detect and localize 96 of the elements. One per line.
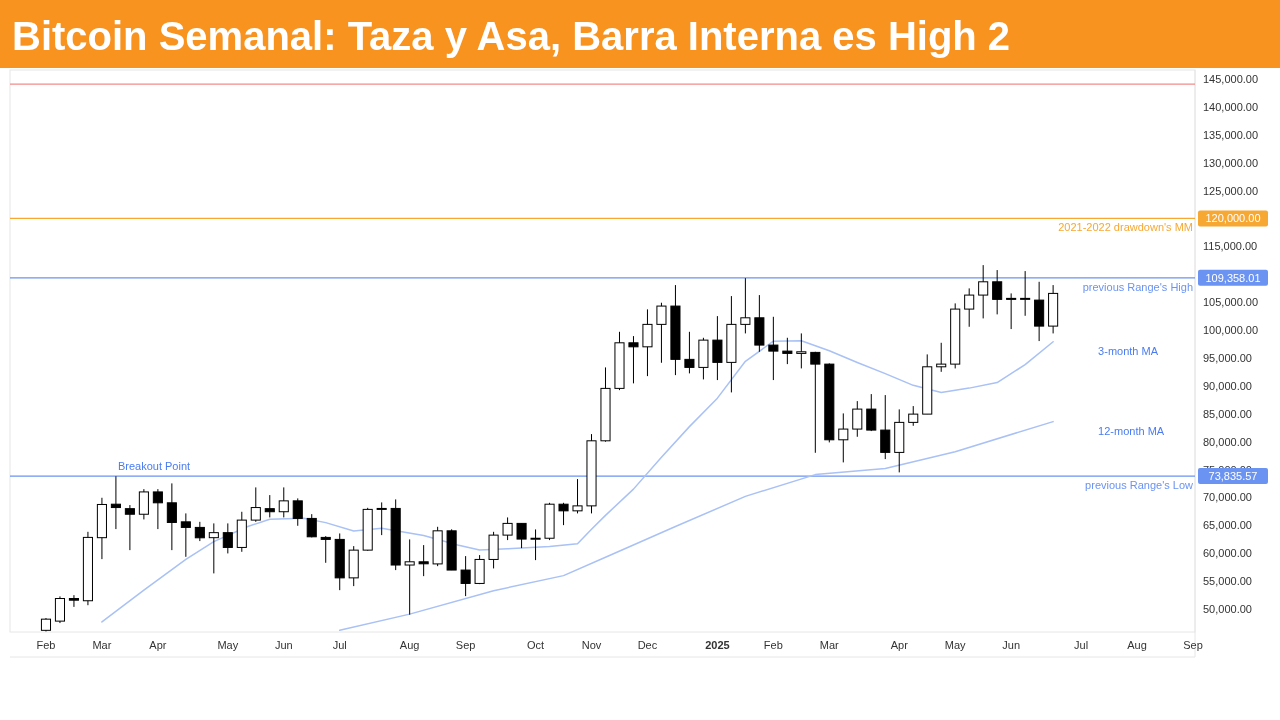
candlestick bbox=[180, 512, 191, 558]
y-tick-label: 70,000.00 bbox=[1203, 491, 1252, 504]
y-tick-label: 135,000.00 bbox=[1203, 128, 1259, 141]
candlestick bbox=[474, 554, 485, 585]
candlestick bbox=[796, 332, 807, 369]
x-tick-label: May bbox=[217, 639, 239, 651]
candlestick bbox=[194, 521, 205, 542]
x-tick-label: Apr bbox=[890, 639, 909, 651]
y-tick-label: 105,000.00 bbox=[1203, 296, 1259, 309]
candlestick bbox=[656, 302, 667, 364]
x-tick-label: Jul bbox=[1074, 639, 1089, 651]
candlestick bbox=[992, 269, 1003, 315]
text: 12-month MA bbox=[1098, 424, 1165, 437]
text: 3-month MA bbox=[1098, 344, 1159, 357]
y-tick-label: 50,000.00 bbox=[1203, 603, 1252, 616]
candlestick bbox=[516, 522, 527, 549]
y-tick-label: 90,000.00 bbox=[1203, 379, 1252, 392]
candlestick bbox=[740, 277, 751, 334]
candlestick bbox=[908, 405, 919, 427]
candlestick bbox=[460, 555, 471, 597]
x-tick-label: Mar bbox=[92, 639, 112, 651]
y-tick-label: 60,000.00 bbox=[1203, 547, 1252, 560]
x-tick-label: Dec bbox=[637, 639, 658, 651]
candlestick bbox=[852, 400, 863, 438]
candlestick bbox=[124, 504, 135, 551]
x-tick-label: 2025 bbox=[705, 639, 730, 651]
candlestick bbox=[880, 394, 891, 460]
y-tick-label: 130,000.00 bbox=[1203, 156, 1259, 169]
y-tick-label: 145,000.00 bbox=[1203, 72, 1259, 85]
x-tick-label: Jun bbox=[274, 639, 293, 651]
y-tick-label: 140,000.00 bbox=[1203, 100, 1259, 113]
x-tick-label: Oct bbox=[526, 639, 545, 651]
candlestick bbox=[404, 538, 415, 616]
candlestick bbox=[768, 316, 779, 381]
candlestick bbox=[978, 264, 989, 319]
x-tick-label: Apr bbox=[149, 639, 167, 651]
y-tick-label: 100,000.00 bbox=[1203, 324, 1259, 337]
x-tick-label: Aug bbox=[399, 639, 420, 651]
ref-line-label: previous Range's Low bbox=[1085, 479, 1194, 492]
candlestick bbox=[68, 594, 79, 608]
candlestick bbox=[866, 393, 877, 432]
candlestick bbox=[838, 412, 849, 463]
candlestick bbox=[936, 342, 947, 373]
candlestick bbox=[418, 544, 429, 577]
x-tick-label: Nov bbox=[581, 639, 602, 651]
candlestick bbox=[152, 488, 163, 530]
candlestick bbox=[558, 502, 569, 526]
y-tick-label: 125,000.00 bbox=[1203, 184, 1259, 197]
y-tick-label: 95,000.00 bbox=[1203, 351, 1252, 364]
line-series bbox=[338, 420, 1054, 632]
x-tick-label: Sep bbox=[455, 639, 476, 651]
x-tick-label: Jun bbox=[1002, 639, 1021, 651]
candlestick bbox=[572, 478, 583, 514]
candlestick bbox=[1020, 270, 1031, 317]
y-tick-label: 85,000.00 bbox=[1203, 407, 1252, 420]
candlestick bbox=[138, 488, 149, 520]
candlestick bbox=[278, 486, 289, 518]
x-tick-label: Jul bbox=[332, 639, 347, 651]
candlestick bbox=[628, 335, 639, 384]
annotation: Breakout Point bbox=[117, 460, 191, 473]
candlestick bbox=[502, 516, 513, 541]
candlestick bbox=[208, 522, 219, 574]
ref-line-label: 2021-2022 drawdown's MM bbox=[1058, 221, 1193, 234]
candlestick bbox=[320, 535, 331, 564]
candlestick bbox=[684, 331, 695, 374]
x-tick-label: Feb bbox=[36, 639, 56, 651]
candlestick bbox=[54, 595, 65, 624]
candlestick bbox=[782, 337, 793, 365]
candlestick bbox=[110, 475, 121, 530]
x-tick-label: Mar bbox=[819, 639, 840, 651]
y-tick-label: 73,835.57 bbox=[1208, 470, 1258, 483]
candlestick bbox=[166, 482, 177, 551]
candlestick bbox=[1006, 292, 1017, 330]
candlestick bbox=[642, 308, 653, 377]
x-tick-label: Aug bbox=[1127, 639, 1147, 651]
y-tick-label: 65,000.00 bbox=[1203, 519, 1252, 532]
candlestick bbox=[292, 497, 303, 527]
candlestick bbox=[530, 528, 541, 561]
x-tick-label: Feb bbox=[763, 639, 783, 651]
ref-line-label: previous Range's High bbox=[1082, 280, 1193, 293]
x-tick-label: May bbox=[944, 639, 967, 651]
y-tick-label: 55,000.00 bbox=[1203, 575, 1252, 588]
y-tick-label: 80,000.00 bbox=[1203, 435, 1252, 448]
candlestick bbox=[376, 501, 387, 536]
y-tick-label: 115,000.00 bbox=[1203, 240, 1258, 253]
candlestick bbox=[250, 486, 261, 523]
y-tick-label: 120,000.00 bbox=[1205, 212, 1261, 225]
y-tick-label: 109,358.01 bbox=[1205, 271, 1261, 284]
candlestick bbox=[712, 315, 723, 381]
candlestick bbox=[264, 494, 275, 518]
candlestick bbox=[810, 351, 821, 454]
candlestick bbox=[964, 287, 975, 328]
line-series bbox=[101, 339, 1054, 623]
chart-title: Bitcoin Semanal: Taza y Asa, Barra Interna es High 2 bbox=[12, 14, 1011, 58]
x-tick-label: Sep bbox=[1183, 639, 1203, 651]
candlestick bbox=[222, 522, 233, 554]
